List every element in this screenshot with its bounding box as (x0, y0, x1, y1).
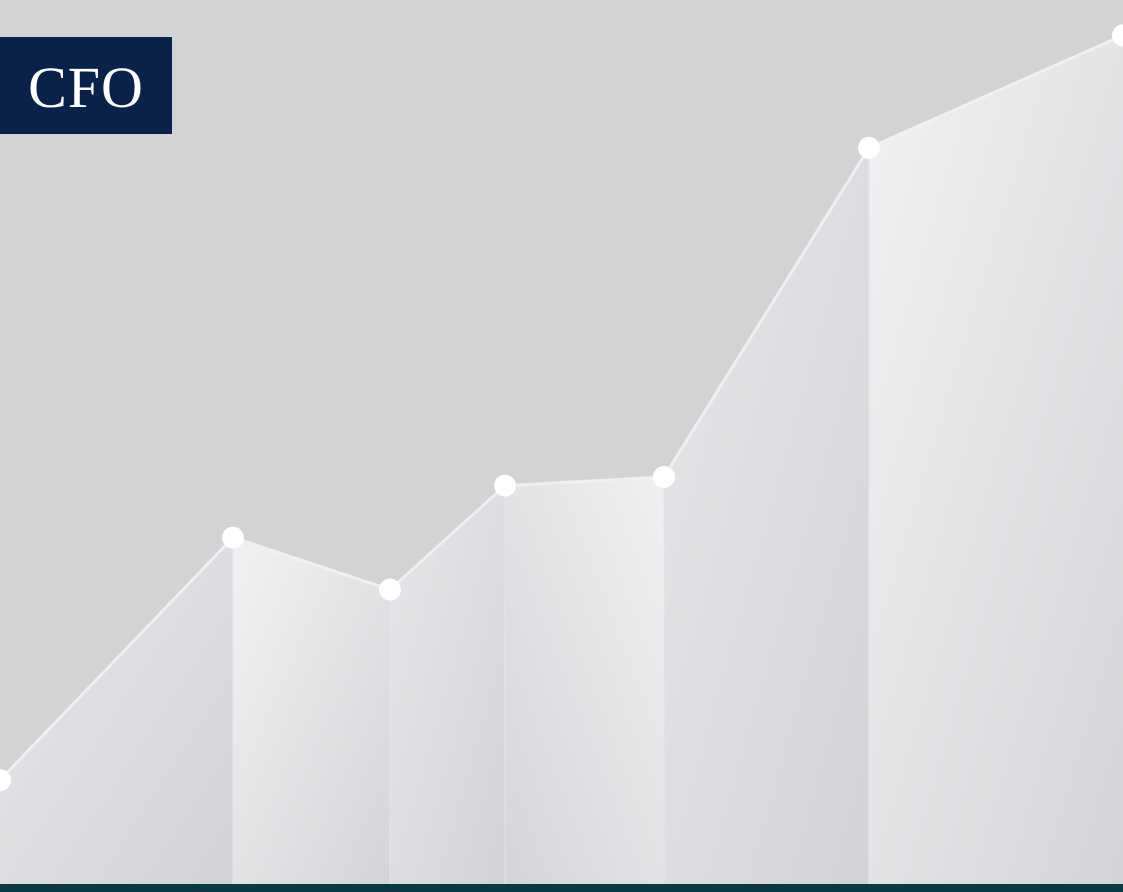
markers (0, 24, 1123, 792)
trend-marker (222, 526, 244, 549)
area-segment (869, 35, 1123, 884)
trend-marker (1112, 24, 1123, 47)
area-segment (664, 147, 869, 884)
trend-marker (494, 474, 516, 497)
area-segment (505, 476, 664, 884)
bottom-bar (0, 884, 1123, 892)
logo-badge: CFO (0, 37, 172, 134)
dividers (232, 147, 870, 884)
area-segment (0, 537, 233, 884)
logo-text: CFO (28, 54, 144, 120)
trend-marker (858, 136, 880, 159)
trend-marker (0, 769, 11, 792)
area-segment (233, 537, 390, 884)
trend-marker (653, 465, 675, 488)
trend-marker (379, 578, 401, 601)
area-fill (0, 35, 1123, 884)
area-segment (390, 485, 505, 884)
